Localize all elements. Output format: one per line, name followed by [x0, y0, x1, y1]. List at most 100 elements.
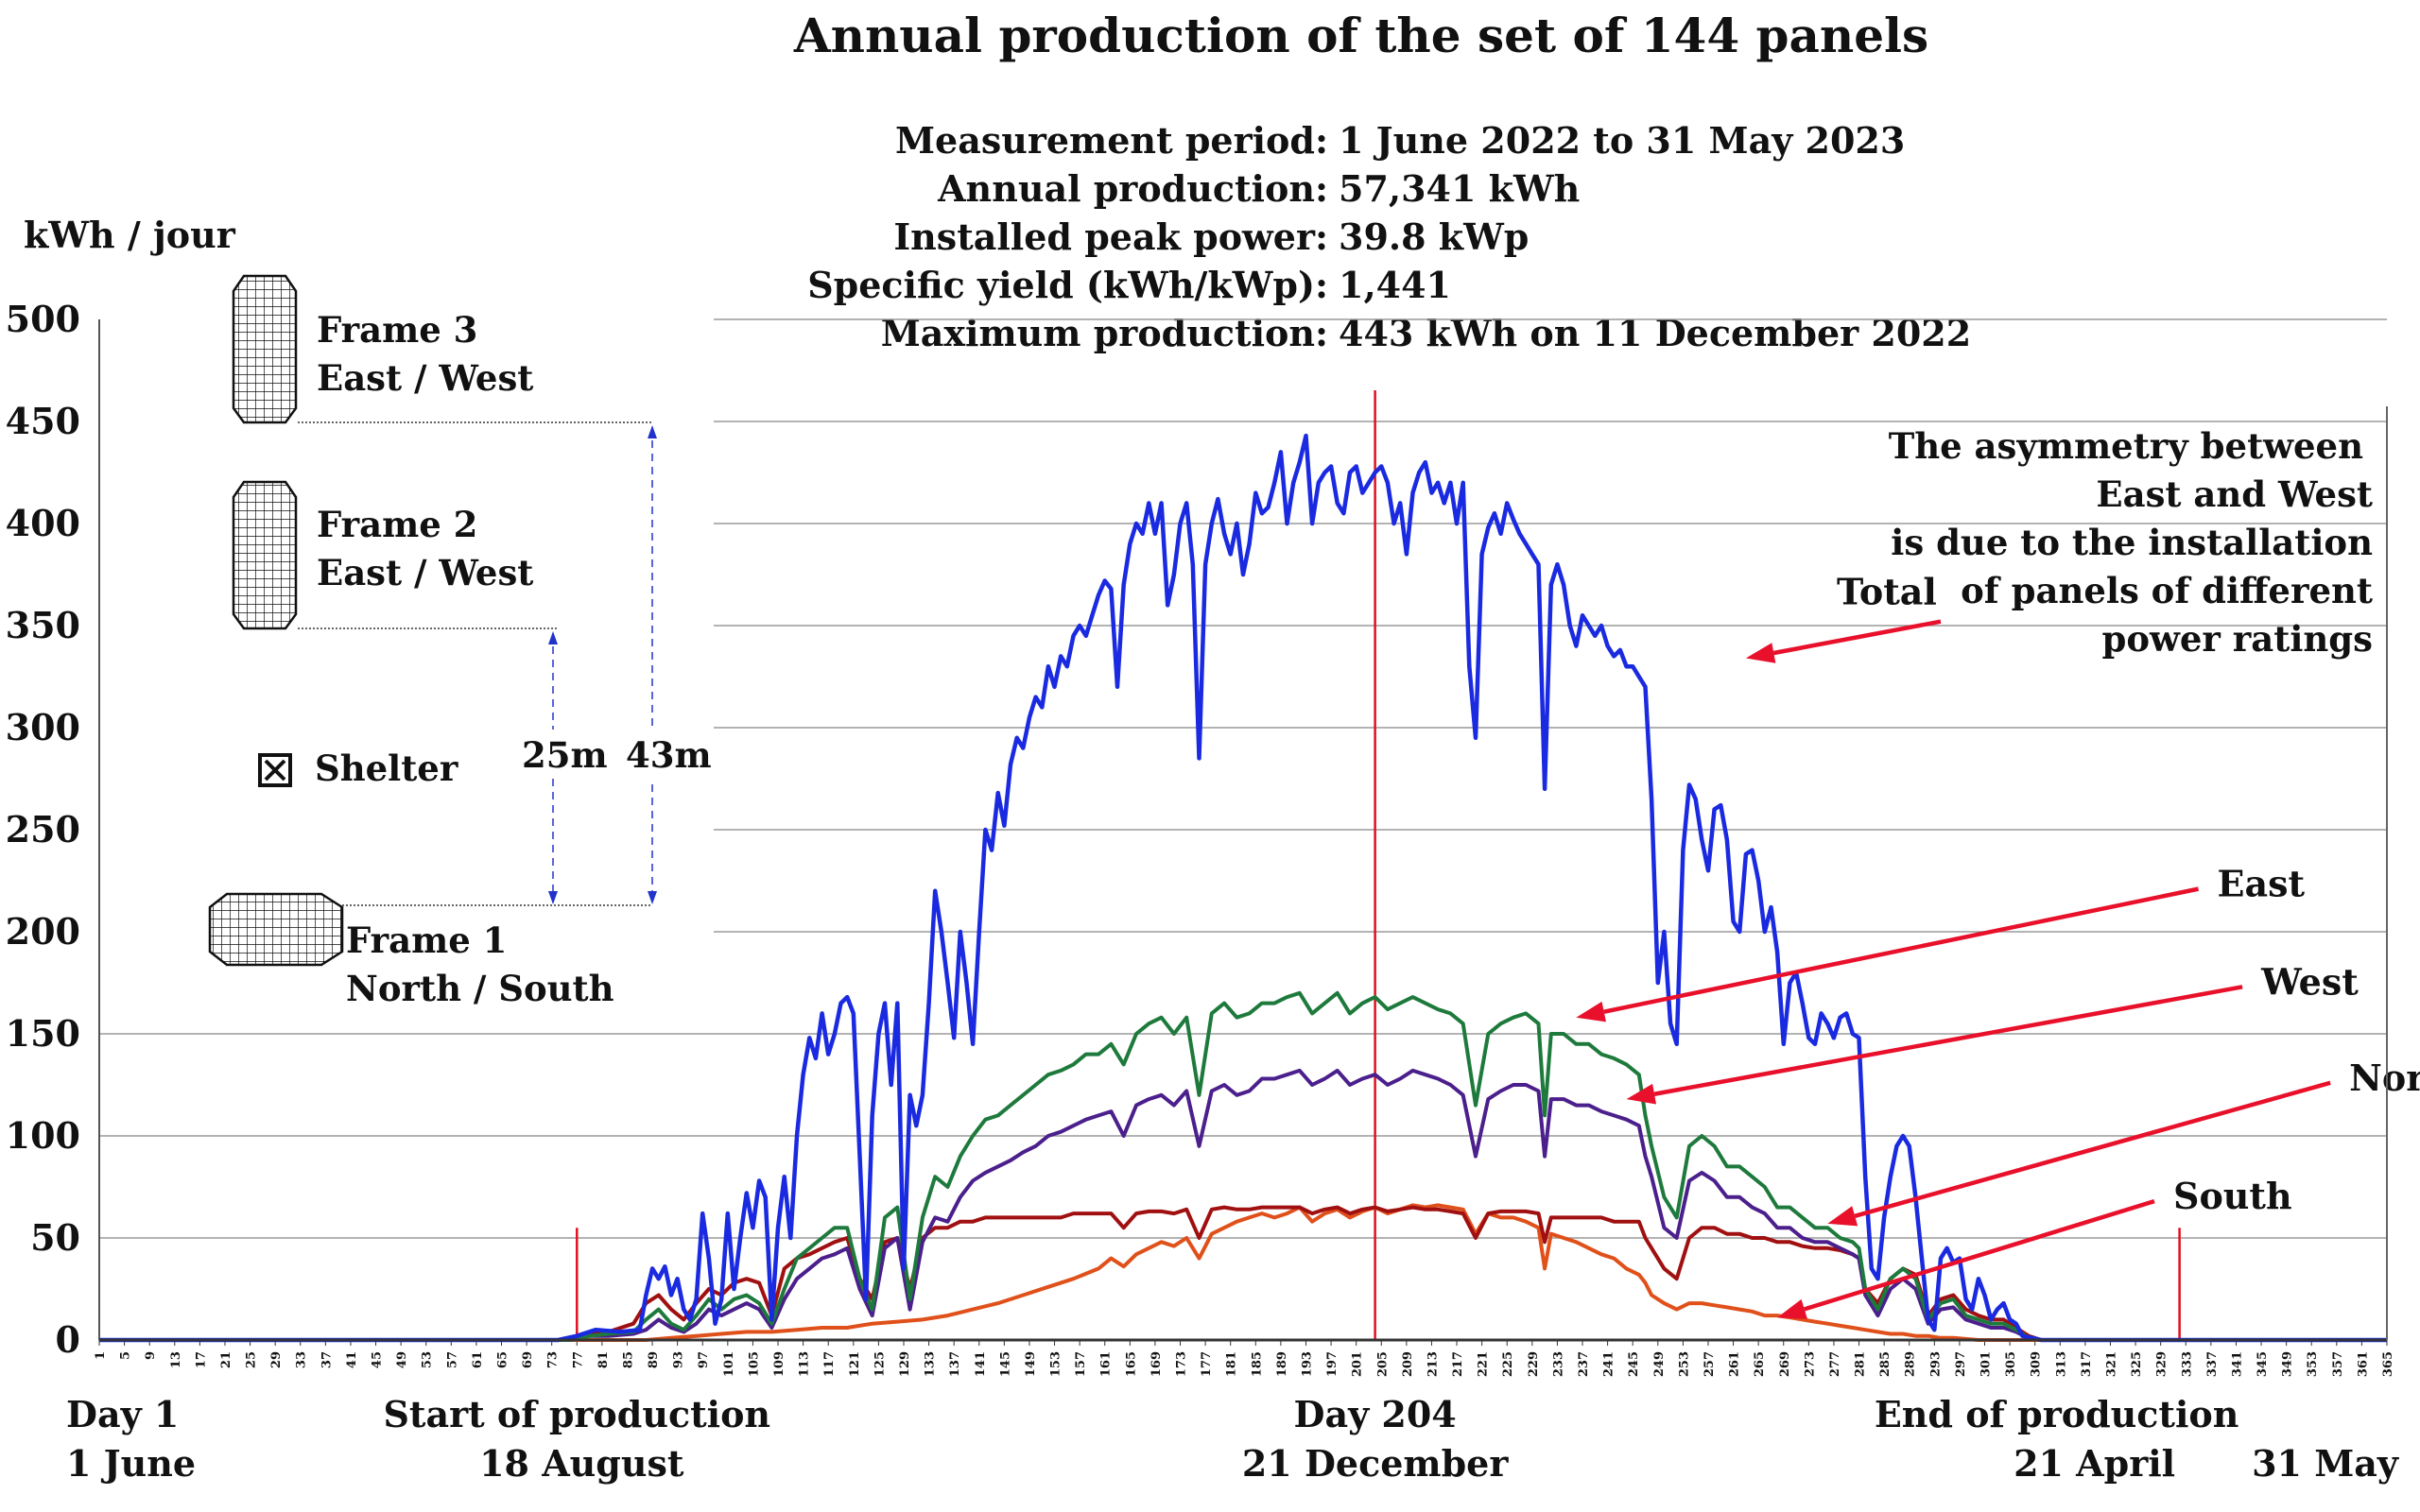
x-tick-label: 229 [1527, 1351, 1541, 1377]
series-label-east: East [2218, 863, 2306, 905]
frame1-orientation: North / South [346, 968, 614, 1009]
series-label-west: West [2260, 960, 2359, 1003]
x-tick-label: 249 [1652, 1351, 1667, 1377]
x-tick-label: 49 [395, 1351, 409, 1368]
x-tick-label: 321 [2104, 1351, 2118, 1377]
x-tick-label: 193 [1300, 1351, 1314, 1377]
frame3-label: Frame 3 [317, 309, 477, 351]
x-tick-label: 353 [2306, 1351, 2320, 1377]
x-tick-label: 265 [1753, 1351, 1767, 1377]
x-tick-label: 205 [1375, 1351, 1390, 1377]
x-tick-label: 85 [621, 1351, 635, 1368]
frame2-icon [232, 480, 298, 630]
series-line-north [99, 1205, 2387, 1342]
x-tick-label: 313 [2054, 1351, 2068, 1377]
x-tick-label: 329 [2155, 1351, 2169, 1377]
x-tick-label: 33 [295, 1351, 309, 1368]
x-tick-label: 117 [822, 1351, 837, 1377]
frame1-label: Frame 1 [346, 919, 507, 961]
x-tick-label: 101 [722, 1351, 736, 1377]
distance-43m: 43m [626, 734, 712, 776]
x-tick-label: 289 [1904, 1351, 1918, 1377]
x-tick-label: 57 [445, 1351, 459, 1368]
info-value: 57,341 kWh [1339, 167, 1580, 210]
arrow-line [1854, 1080, 2331, 1218]
x-tick-label: 13 [169, 1351, 183, 1368]
series-line-east [99, 990, 2387, 1342]
x-tick-label: 109 [772, 1351, 786, 1377]
x-tick-label: 45 [371, 1351, 385, 1368]
note-line: of panels of different [1961, 570, 2373, 611]
x-tick-label: 65 [495, 1351, 510, 1368]
x-tick-label: 221 [1477, 1351, 1491, 1377]
y-tick-label: 0 [56, 1318, 80, 1361]
info-value: 1,441 [1339, 264, 1451, 306]
info-value: 39.8 kWp [1339, 215, 1529, 258]
x-tick-label: 129 [898, 1351, 912, 1377]
series-line-west [99, 1068, 2387, 1342]
x-annotation-line2: 21 April [2014, 1442, 2175, 1485]
x-tick-labels: 1 5 9 13 17 21 25 29 33 37 41 45 49 53 57 61 65 69 73 77 81 8… [94, 1340, 2395, 1377]
info-label: Specific yield (kWh/kWp): [807, 264, 1328, 306]
x-tick-label: 93 [672, 1351, 686, 1368]
x-tick-label: 69 [521, 1351, 535, 1368]
distance-25m: 25m [522, 734, 608, 776]
x-annotation-line1: End of production [1875, 1393, 2239, 1435]
x-tick-label: 277 [1828, 1351, 1842, 1377]
series-label-total: Total [1837, 571, 1937, 613]
x-tick-label: 285 [1878, 1351, 1893, 1377]
x-tick-label: 153 [1049, 1351, 1063, 1377]
series-label-south: South [2173, 1175, 2292, 1217]
x-tick-label: 113 [798, 1351, 812, 1377]
x-tick-label: 53 [421, 1351, 435, 1368]
y-tick-label: 400 [6, 502, 80, 544]
frame1-icon [208, 892, 344, 967]
x-tick-label: 357 [2331, 1351, 2345, 1377]
chart-title: Annual production of the set of 144 pane… [793, 8, 1928, 63]
x-tick-label: 189 [1275, 1351, 1289, 1377]
x-tick-label: 17 [194, 1351, 208, 1368]
y-tick-label: 500 [6, 298, 80, 340]
x-tick-label: 77 [571, 1351, 585, 1368]
arrow-line [1804, 1198, 2155, 1312]
note-line: is due to the installation [1891, 522, 2373, 563]
x-tick-label: 237 [1577, 1351, 1591, 1377]
x-tick-label: 269 [1778, 1351, 1792, 1377]
series-line-total [99, 433, 2387, 1343]
x-tick-label: 349 [2281, 1351, 2295, 1377]
x-tick-label: 241 [1602, 1351, 1616, 1377]
x-tick-label: 169 [1150, 1351, 1164, 1377]
x-annotations: Day 1 1 June Start of production 18 August D… [66, 1393, 2399, 1485]
note-line: The asymmetry between [1889, 425, 2363, 467]
shelter-icon [258, 753, 292, 787]
x-tick-label: 37 [320, 1351, 334, 1368]
note-line: power ratings [2101, 618, 2373, 660]
info-value: 1 June 2022 to 31 May 2023 [1339, 119, 1905, 162]
x-tick-label: 309 [2030, 1351, 2044, 1377]
x-tick-label: 81 [596, 1351, 611, 1368]
x-tick-label: 137 [948, 1351, 962, 1377]
x-tick-label: 253 [1677, 1351, 1691, 1377]
x-tick-label: 345 [2256, 1351, 2270, 1377]
x-tick-label: 25 [245, 1351, 259, 1368]
annotation-arrows: Total East West North South [1576, 571, 2420, 1319]
x-tick-label: 145 [998, 1351, 1012, 1377]
arrow-head [1576, 1001, 1606, 1022]
y-tick-label: 50 [30, 1216, 80, 1259]
x-tick-label: 213 [1426, 1351, 1440, 1377]
x-tick-label: 317 [2080, 1351, 2094, 1377]
x-tick-label: 161 [1099, 1351, 1114, 1377]
y-tick-label: 100 [6, 1114, 80, 1157]
x-tick-label: 157 [1074, 1351, 1088, 1377]
note-line: East and West [2096, 473, 2373, 515]
arrow-line [1653, 985, 2243, 1096]
y-tick-label: 200 [6, 910, 80, 953]
x-tick-label: 281 [1854, 1351, 1868, 1377]
info-label: Measurement period: [895, 119, 1328, 162]
x-tick-label: 29 [269, 1351, 284, 1368]
x-annotation-line1: Day 204 [1294, 1393, 1457, 1435]
info-label: Annual production: [937, 167, 1328, 210]
legend-background [99, 269, 714, 1025]
series-lines [99, 433, 2387, 1343]
